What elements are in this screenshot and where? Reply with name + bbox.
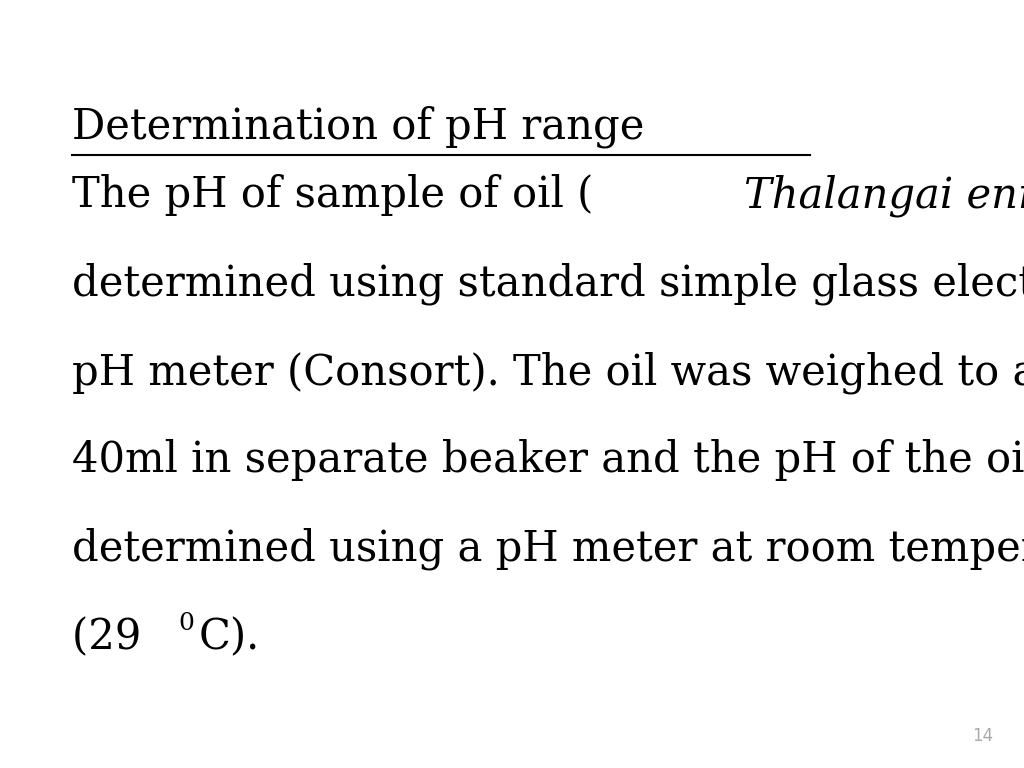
Text: determined using a pH meter at room temperature: determined using a pH meter at room temp…: [72, 528, 1024, 570]
Text: (29: (29: [72, 616, 155, 658]
Text: Thalangai ennai: Thalangai ennai: [744, 174, 1024, 217]
Text: 0: 0: [178, 612, 194, 635]
Text: determined using standard simple glass electrode: determined using standard simple glass e…: [72, 263, 1024, 305]
Text: C).: C).: [199, 616, 260, 658]
Text: 14: 14: [972, 727, 993, 745]
Text: pH meter (Consort). The oil was weighed to about: pH meter (Consort). The oil was weighed …: [72, 351, 1024, 393]
Text: Determination of pH range: Determination of pH range: [72, 105, 644, 147]
Text: The pH of sample of oil (: The pH of sample of oil (: [72, 174, 593, 217]
Text: 40ml in separate beaker and the pH of the oil was: 40ml in separate beaker and the pH of th…: [72, 439, 1024, 482]
